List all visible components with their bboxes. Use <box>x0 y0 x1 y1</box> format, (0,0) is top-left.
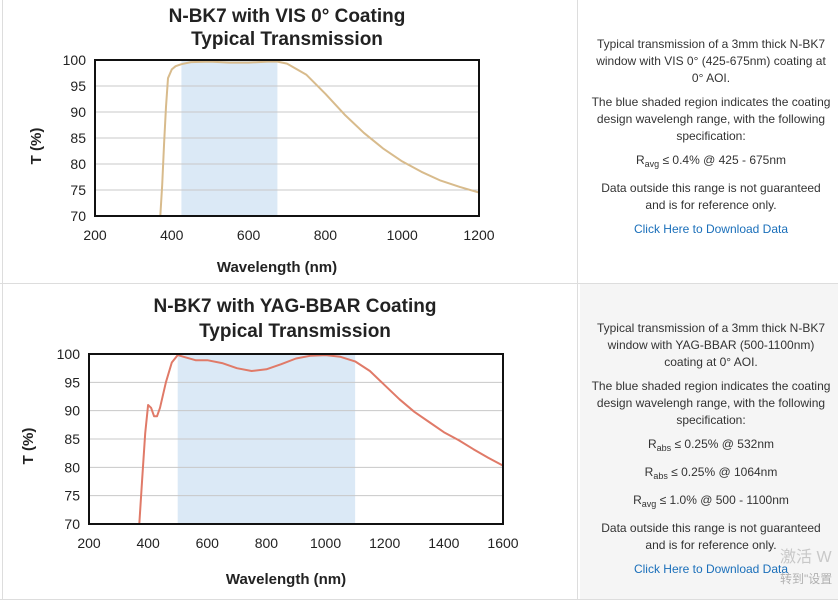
spec-subscript: avg <box>641 499 657 509</box>
vis-download-link[interactable]: Click Here to Download Data <box>633 222 789 236</box>
x-tick-label: 200 <box>77 535 101 551</box>
transmission-line <box>138 354 503 524</box>
y-axis-label: T (%) <box>20 428 37 465</box>
x-tick-label: 800 <box>314 227 338 243</box>
plot-frame <box>88 353 504 525</box>
yag-spec-rabs-532: Rabs ≤ 0.25% @ 532nm <box>590 436 832 457</box>
yag-download-link[interactable]: Click Here to Download Data <box>633 562 789 576</box>
x-tick-label: 800 <box>255 535 279 551</box>
x-tick-label: 400 <box>160 227 184 243</box>
yag-spec-ravg: Ravg ≤ 1.0% @ 500 - 1100nm <box>590 492 832 513</box>
vis-chart-cell: N-BK7 with VIS 0° Coating Typical Transmi… <box>2 0 578 283</box>
y-axis-label: T (%) <box>28 128 45 165</box>
yag-disclaimer: Data outside this range is not guarantee… <box>601 521 821 552</box>
x-tick-label: 1000 <box>310 535 341 551</box>
vis-coating-row: N-BK7 with VIS 0° Coating Typical Transmi… <box>0 0 838 284</box>
y-tick-label: 100 <box>63 52 87 68</box>
chart-subtitle: Typical Transmission <box>199 321 391 342</box>
chart-subtitle: Typical Transmission <box>191 29 383 50</box>
spec-value: ≤ 1.0% @ 500 - 1100nm <box>656 493 789 507</box>
vis-disclaimer: Data outside this range is not guarantee… <box>601 181 821 212</box>
spec-symbol: R <box>644 465 654 479</box>
yag-info-cell: Typical transmission of a 3mm thick N-BK… <box>580 284 838 599</box>
spec-subscript: abs <box>653 471 668 481</box>
y-tick-label: 85 <box>64 431 80 447</box>
x-axis-label: Wavelength (nm) <box>217 259 337 276</box>
x-tick-label: 600 <box>196 535 220 551</box>
yag-shade-note: The blue shaded region indicates the coa… <box>591 379 831 427</box>
chart-title: N-BK7 with VIS 0° Coating <box>169 6 406 27</box>
x-tick-label: 1400 <box>428 535 459 551</box>
y-tick-label: 95 <box>70 78 86 94</box>
activation-watermark-subtext: 转到"设置 <box>780 572 833 586</box>
y-tick-label: 70 <box>70 208 86 224</box>
y-tick-label: 85 <box>70 130 86 146</box>
x-tick-label: 1600 <box>487 535 518 551</box>
spec-symbol: R <box>647 437 657 451</box>
vis-description: Typical transmission of a 3mm thick N-BK… <box>596 37 826 85</box>
yag-bbar-transmission-chart: N-BK7 with YAG-BBAR Coating Typical Trans… <box>20 296 519 588</box>
y-tick-label: 90 <box>70 104 86 120</box>
transmission-line <box>159 60 479 216</box>
x-tick-label: 1200 <box>463 227 494 243</box>
y-tick-label: 90 <box>64 403 80 419</box>
vis-info-text: Typical transmission of a 3mm thick N-BK… <box>590 36 832 245</box>
x-tick-label: 200 <box>83 227 107 243</box>
yag-chart-cell: N-BK7 with YAG-BBAR Coating Typical Trans… <box>2 284 578 599</box>
spec-symbol: R <box>635 153 645 167</box>
yag-description: Typical transmission of a 3mm thick N-BK… <box>596 321 826 369</box>
spec-value: ≤ 0.25% @ 1064nm <box>667 465 778 479</box>
x-tick-label: 1000 <box>387 227 418 243</box>
y-tick-label: 75 <box>64 488 80 504</box>
x-tick-label: 600 <box>237 227 261 243</box>
y-tick-label: 75 <box>70 182 86 198</box>
spec-symbol: R <box>633 493 642 507</box>
y-tick-label: 70 <box>64 516 80 532</box>
yag-spec-rabs-1064: Rabs ≤ 0.25% @ 1064nm <box>590 464 832 485</box>
x-axis-label: Wavelength (nm) <box>226 571 346 588</box>
vis-shade-note: The blue shaded region indicates the coa… <box>591 95 831 143</box>
vis-spec-ravg: Ravg ≤ 0.4% @ 425 - 675nm <box>590 152 832 173</box>
yag-bbar-coating-row: N-BK7 with YAG-BBAR Coating Typical Trans… <box>0 284 838 600</box>
x-tick-label: 1200 <box>369 535 400 551</box>
chart-title: N-BK7 with YAG-BBAR Coating <box>154 296 437 317</box>
y-tick-label: 80 <box>64 459 80 475</box>
x-tick-label: 400 <box>136 535 160 551</box>
vis-info-cell: Typical transmission of a 3mm thick N-BK… <box>580 0 838 283</box>
spec-subscript: avg <box>644 159 660 169</box>
spec-subscript: abs <box>656 443 672 453</box>
plot-frame <box>94 59 480 217</box>
y-tick-label: 80 <box>70 156 86 172</box>
spec-value: ≤ 0.4% @ 425 - 675nm <box>659 153 787 167</box>
yag-info-text: Typical transmission of a 3mm thick N-BK… <box>590 320 832 585</box>
activation-watermark: 激活 W <box>780 549 832 566</box>
spec-value: ≤ 0.25% @ 532nm <box>671 437 775 451</box>
y-tick-label: 100 <box>57 346 81 362</box>
y-tick-label: 95 <box>64 374 80 390</box>
